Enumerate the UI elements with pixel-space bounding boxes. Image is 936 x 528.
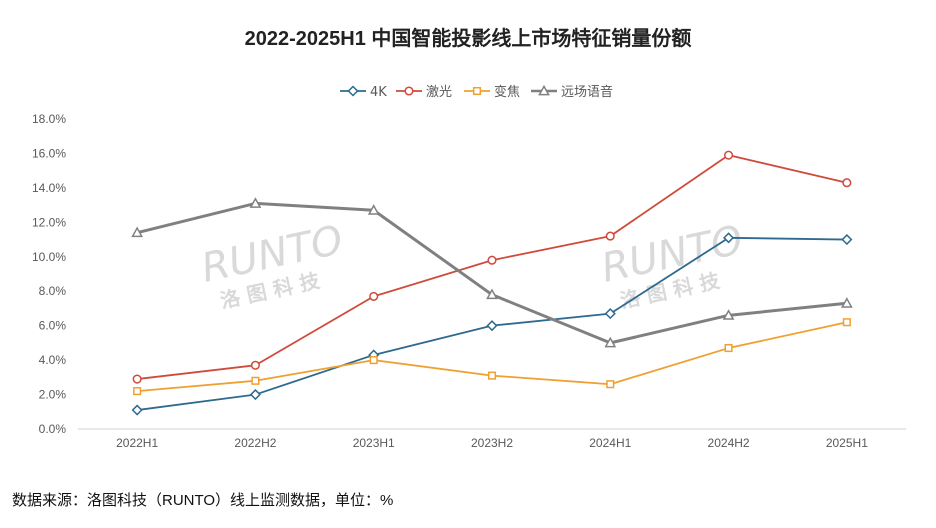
- legend-marker: [347, 85, 359, 97]
- legend-label: 变焦: [494, 84, 520, 100]
- data-point: [724, 344, 733, 353]
- x-tick-label: 2025H1: [826, 436, 868, 450]
- y-tick-label: 4.0%: [39, 353, 67, 367]
- x-tick-label: 2022H2: [234, 436, 276, 450]
- x-tick-label: 2023H1: [353, 436, 395, 450]
- data-point: [723, 232, 735, 244]
- data-point: [487, 371, 497, 380]
- x-tick-label: 2024H2: [708, 436, 750, 450]
- series-2: [133, 318, 851, 396]
- legend-label: 4K: [370, 85, 387, 100]
- data-point: [367, 204, 380, 215]
- series-1: [132, 150, 852, 384]
- data-point: [724, 150, 734, 160]
- data-point: [249, 388, 261, 401]
- data-point: [722, 309, 735, 320]
- data-point: [250, 360, 260, 370]
- data-point: [133, 387, 142, 396]
- legend-label: 激光: [426, 85, 452, 100]
- data-point: [842, 178, 852, 188]
- x-tick-label: 2023H2: [471, 436, 513, 450]
- legend-label: 远场语音: [561, 84, 613, 100]
- data-point: [131, 404, 143, 416]
- watermark-group: RUNTO 洛 图 科 技 RUNTO 洛 图 科 技: [198, 217, 747, 313]
- y-tick-label: 6.0%: [39, 319, 67, 333]
- data-point: [840, 297, 853, 308]
- x-tick-label: 2024H1: [589, 436, 631, 450]
- chart-title: 2022-2025H1 中国智能投影线上市场特征销量份额: [244, 28, 692, 50]
- data-point: [606, 380, 615, 389]
- data-point: [249, 197, 262, 208]
- legend-item-3: 远场语音: [531, 84, 613, 100]
- data-point: [604, 336, 617, 348]
- data-point: [369, 291, 379, 301]
- axes-group: 0.0% 2.0% 4.0% 6.0% 8.0% 10.0% 12.0% 14.0% 16.0%…: [32, 112, 906, 450]
- data-point: [841, 233, 853, 246]
- legend-marker: [472, 86, 482, 96]
- y-tick-label: 0.0%: [39, 422, 67, 436]
- y-tick-label: 12.0%: [32, 215, 66, 229]
- data-point: [605, 231, 615, 241]
- source-note: 数据来源：洛图科技（RUNTO）线上监测数据，单位：%: [12, 492, 394, 509]
- series-0: [131, 232, 853, 416]
- y-tick-label: 8.0%: [39, 284, 67, 298]
- series-line-2: [137, 321, 848, 393]
- series-3: [131, 197, 853, 348]
- y-tick-label: 10.0%: [32, 250, 66, 264]
- x-tick-label: 2022H1: [116, 436, 158, 450]
- data-point: [251, 376, 260, 385]
- y-tick-label: 2.0%: [39, 388, 67, 402]
- data-point: [604, 308, 616, 320]
- y-tick-label: 16.0%: [32, 146, 66, 160]
- legend-item-0: 4K: [340, 85, 387, 100]
- y-tick-label: 18.0%: [32, 112, 66, 126]
- data-point: [131, 226, 144, 238]
- y-tick-label: 14.0%: [32, 181, 66, 195]
- data-point: [842, 318, 851, 327]
- legend-item-1: 激光: [396, 85, 452, 100]
- data-point: [132, 374, 142, 384]
- series-group: [131, 150, 853, 416]
- legend: 4K 激光 变焦 远场语音: [340, 84, 613, 100]
- legend-marker: [538, 84, 550, 96]
- legend-marker: [404, 86, 414, 96]
- data-point: [486, 320, 498, 332]
- data-point: [487, 255, 497, 265]
- data-point: [369, 356, 378, 365]
- data-point: [486, 288, 498, 300]
- legend-item-2: 变焦: [464, 84, 520, 100]
